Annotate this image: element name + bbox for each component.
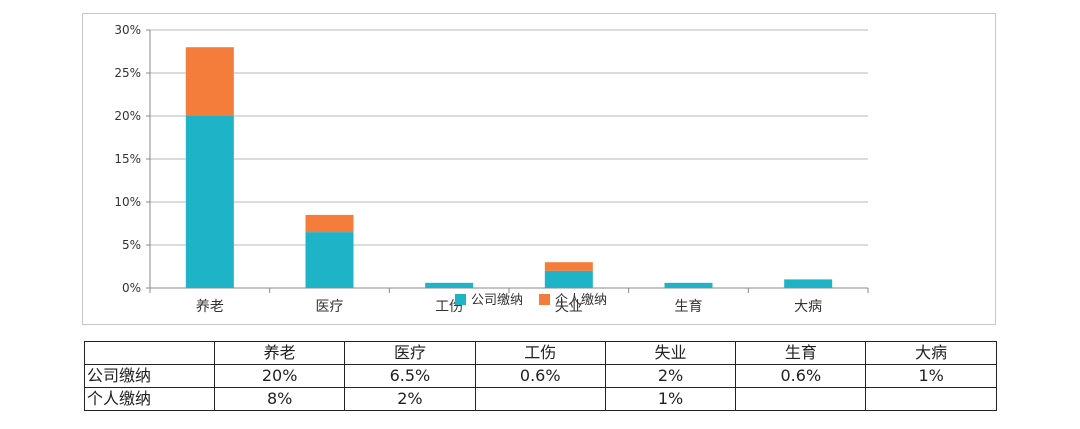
- bar-company: [185, 116, 234, 288]
- bar-company: [784, 279, 833, 288]
- y-tick-label: 20%: [114, 109, 141, 123]
- bar-personal: [544, 262, 593, 271]
- table-cell: 20%: [213, 364, 346, 388]
- table-cell: 1%: [865, 364, 997, 388]
- bar-personal: [185, 47, 234, 117]
- x-tick-label: 失业: [555, 299, 583, 315]
- table-cell: [735, 387, 867, 411]
- table-header-cell: 工伤: [474, 341, 606, 365]
- bar-layer: [185, 47, 833, 288]
- chart-svg: 0%5%10%15%20%25%30%养老 医疗 工伤 失业 生育 大病 公司缴纳 个人缴纳: [114, 23, 869, 315]
- table-row-label: 个人缴纳: [84, 387, 215, 411]
- chart-frame: 0% 5% 10% 15% 20% 25% 30% 养老 医疗 工伤 失业 生育 大病 公司缴纳 个人缴纳: [82, 13, 996, 325]
- table-corner-cell: [84, 341, 215, 365]
- x-tick-label: 生育: [675, 299, 703, 315]
- bar-company: [664, 282, 713, 288]
- legend-swatch: [455, 294, 466, 305]
- table-cell: 1%: [604, 387, 737, 411]
- legend-label: 个人缴纳: [555, 293, 607, 308]
- table-row: 公司缴纳 20% 6.5% 0.6% 2% 0.6% 1%: [84, 364, 997, 388]
- legend-label: 公司缴纳: [471, 293, 523, 308]
- legend-layer: 公司缴纳 个人缴纳: [455, 293, 607, 308]
- table-cell: 2%: [344, 387, 476, 411]
- table-cell: 8%: [213, 387, 346, 411]
- table-header-cell: 生育: [735, 341, 867, 365]
- bar-company: [305, 232, 354, 288]
- y-tick-label: 0%: [122, 281, 141, 295]
- bar-company: [544, 270, 593, 288]
- y-tick-label: 10%: [114, 195, 141, 209]
- table-cell: 0.6%: [735, 364, 867, 388]
- data-table: 养老 医疗 工伤 失业 生育 大病 公司缴纳 20% 6.5% 0.6% 2% …: [84, 341, 997, 411]
- table-header-cell: 养老: [213, 341, 346, 365]
- table-header-row: 养老 医疗 工伤 失业 生育 大病: [84, 341, 997, 365]
- bar-personal: [305, 214, 354, 233]
- table-cell: 2%: [604, 364, 737, 388]
- legend-swatch: [539, 294, 550, 305]
- grid-layer: [150, 29, 868, 289]
- bar-company: [425, 282, 474, 288]
- y-tick-label: 5%: [122, 238, 141, 252]
- y-tick-label: 30%: [114, 23, 141, 37]
- y-tick-label: 15%: [114, 152, 141, 166]
- table-row-label: 公司缴纳: [84, 364, 215, 388]
- x-tick-label: 养老: [196, 299, 224, 315]
- table-header-cell: 失业: [604, 341, 737, 365]
- table-cell: 6.5%: [344, 364, 476, 388]
- axis-layer: [146, 29, 869, 293]
- x-tick-label: 大病: [794, 299, 822, 315]
- table-cell: [865, 387, 997, 411]
- y-tick-label: 25%: [114, 66, 141, 80]
- table-header-cell: 大病: [865, 341, 997, 365]
- table-cell: 0.6%: [474, 364, 606, 388]
- table-header-cell: 医疗: [344, 341, 476, 365]
- x-tick-label: 医疗: [316, 299, 344, 315]
- table-cell: [474, 387, 606, 411]
- table-row: 个人缴纳 8% 2% 1%: [84, 387, 997, 411]
